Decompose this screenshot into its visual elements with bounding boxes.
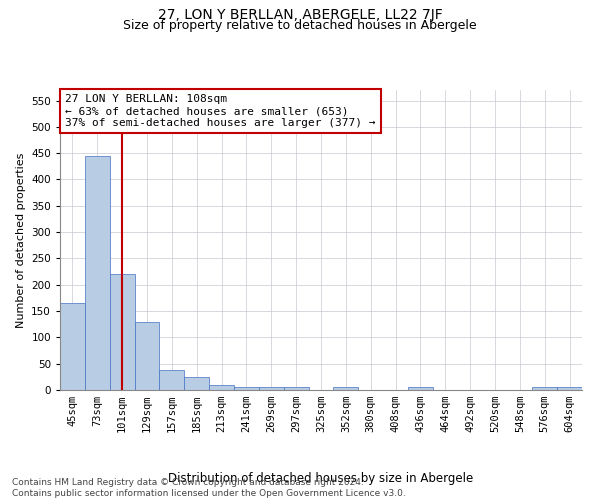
Bar xyxy=(110,274,134,390)
Bar xyxy=(234,388,259,390)
Bar xyxy=(284,388,308,390)
Y-axis label: Number of detached properties: Number of detached properties xyxy=(16,152,26,328)
Text: Size of property relative to detached houses in Abergele: Size of property relative to detached ho… xyxy=(123,18,477,32)
Bar xyxy=(408,388,433,390)
Bar xyxy=(85,156,110,390)
Text: Distribution of detached houses by size in Abergele: Distribution of detached houses by size … xyxy=(169,472,473,485)
Bar xyxy=(134,322,160,390)
Bar xyxy=(334,388,358,390)
Bar xyxy=(557,388,582,390)
Text: 27, LON Y BERLLAN, ABERGELE, LL22 7JF: 27, LON Y BERLLAN, ABERGELE, LL22 7JF xyxy=(158,8,442,22)
Text: 27 LON Y BERLLAN: 108sqm
← 63% of detached houses are smaller (653)
37% of semi-: 27 LON Y BERLLAN: 108sqm ← 63% of detach… xyxy=(65,94,376,128)
Bar xyxy=(184,377,209,390)
Bar xyxy=(160,370,184,390)
Bar xyxy=(60,303,85,390)
Bar xyxy=(259,388,284,390)
Bar xyxy=(209,384,234,390)
Text: Contains HM Land Registry data © Crown copyright and database right 2024.
Contai: Contains HM Land Registry data © Crown c… xyxy=(12,478,406,498)
Bar xyxy=(532,388,557,390)
